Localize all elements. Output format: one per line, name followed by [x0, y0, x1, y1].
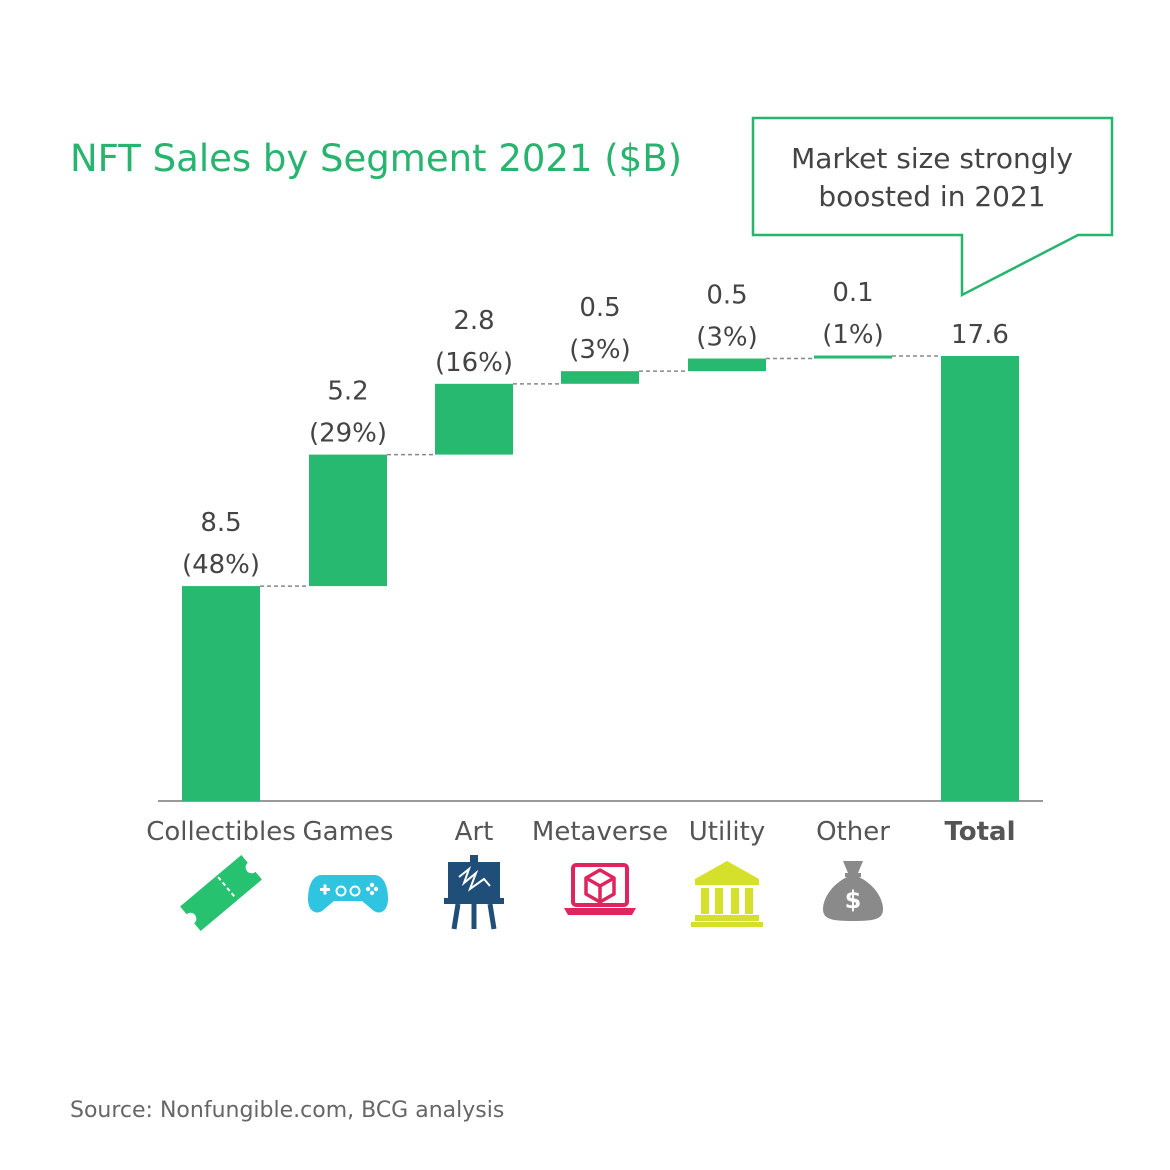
bar-games	[309, 454, 387, 587]
money-bag-icon: $	[823, 861, 883, 921]
callout-line-2: boosted in 2021	[818, 180, 1045, 213]
share-label: (3%)	[569, 335, 631, 365]
callout-border	[751, 116, 1114, 298]
callout-line-1: Market size strongly	[791, 142, 1073, 175]
metaverse-laptop-icon	[564, 863, 636, 915]
value-label: 8.5	[200, 508, 241, 538]
value-label: 0.1	[832, 278, 873, 308]
value-label: 17.6	[951, 320, 1009, 350]
category-label: Games	[303, 817, 394, 847]
category-icons: $	[180, 855, 883, 931]
category-label: Metaverse	[532, 817, 668, 847]
easel-icon	[444, 855, 504, 930]
category-label: Utility	[689, 817, 765, 847]
value-label: 5.2	[327, 377, 368, 407]
category-label: Other	[816, 817, 890, 847]
gamepad-icon	[308, 875, 388, 913]
ticket-icon	[180, 855, 262, 931]
share-label: (48%)	[182, 550, 260, 580]
callout-box: Market size strongly boosted in 2021	[751, 116, 1114, 298]
dollar-sign: $	[845, 886, 862, 914]
share-label: (29%)	[309, 419, 387, 449]
bar-total	[941, 356, 1019, 801]
share-label: (3%)	[696, 323, 758, 353]
value-label: 2.8	[453, 306, 494, 336]
chart-title: NFT Sales by Segment 2021 ($B)	[70, 137, 682, 180]
value-label: 0.5	[706, 281, 747, 311]
bar-metaverse	[561, 371, 639, 384]
share-label: (16%)	[435, 348, 513, 378]
category-label: Art	[455, 817, 494, 847]
bar-utility	[688, 358, 766, 372]
value-label: 0.5	[579, 293, 620, 323]
category-label: Total	[944, 817, 1015, 847]
plot-area: (48%) 8.5 Collectibles (29%) 5.2 Games (16%) 2.…	[146, 278, 1043, 847]
bank-icon	[691, 861, 763, 927]
share-label: (1%)	[822, 320, 884, 350]
bar-art	[435, 383, 513, 455]
source-note: Source: Nonfungible.com, BCG analysis	[70, 1098, 504, 1123]
bar-collectibles	[182, 586, 260, 801]
bar-other	[814, 355, 892, 359]
category-label: Collectibles	[146, 817, 296, 847]
